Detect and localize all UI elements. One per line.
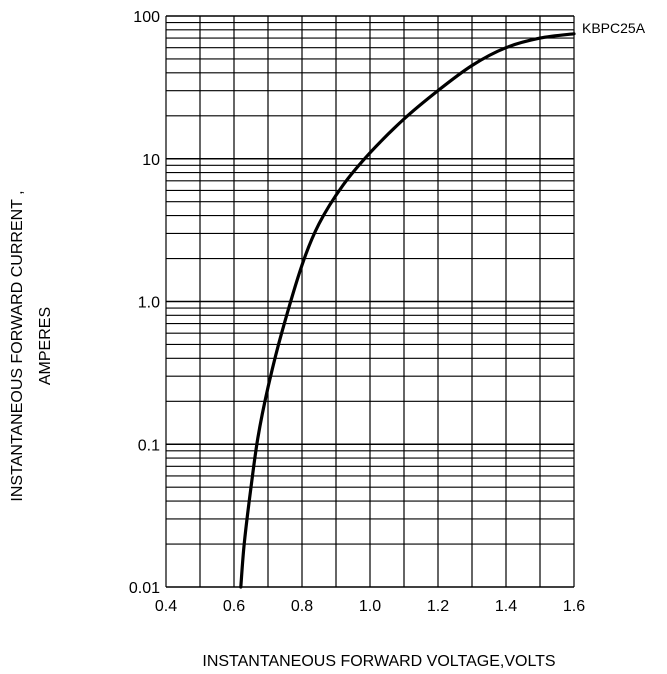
x-tick-label: 0.6 [223, 598, 245, 615]
x-tick-labels: 0.4 0.6 0.8 1.0 1.2 1.4 1.6 [155, 598, 585, 615]
x-tick-label: 0.8 [291, 598, 313, 615]
y-tick-label: 1.0 [138, 295, 160, 312]
y-tick-labels: 0.01 0.1 1.0 10 100 [129, 9, 160, 597]
y-axis-title-line-1: INSTANTANEOUS FORWARD CURRENT , [9, 190, 26, 501]
x-tick-label: 0.4 [155, 598, 177, 615]
grid-major-lines [165, 15, 575, 588]
x-tick-label: 1.6 [563, 598, 585, 615]
series-labels: KBPC25A [582, 20, 646, 36]
x-tick-label: 1.4 [495, 598, 517, 615]
x-tick-label: 1.0 [359, 598, 381, 615]
y-tick-label: 100 [133, 9, 160, 26]
x-tick-label: 1.2 [427, 598, 449, 615]
y-tick-label: 0.1 [138, 437, 160, 454]
y-axis-title-line-2: AMPERES [37, 307, 54, 385]
series-curve [239, 32, 576, 589]
x-axis-title: INSTANTANEOUS FORWARD VOLTAGE,VOLTS [202, 653, 555, 670]
y-tick-label: 0.01 [129, 580, 160, 597]
y-tick-label: 10 [142, 152, 160, 169]
curve-layer [239, 32, 576, 589]
series-label: KBPC25A [582, 20, 646, 36]
